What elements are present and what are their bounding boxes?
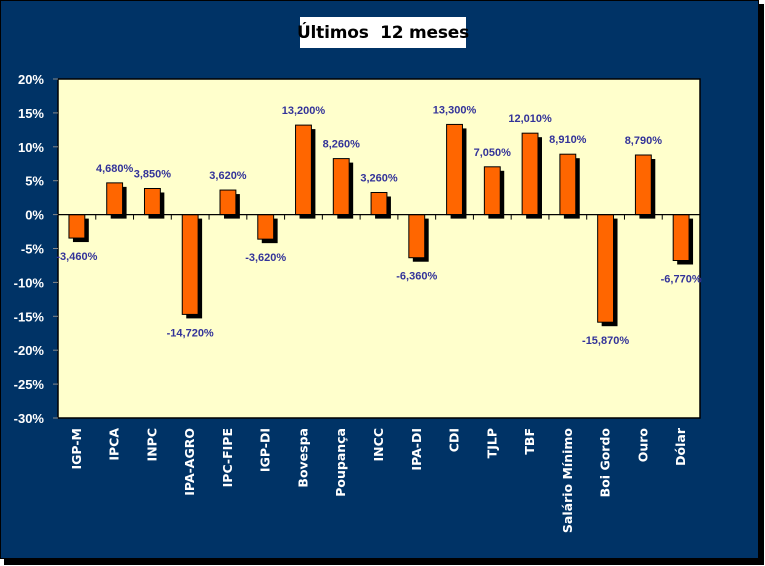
y-tick-label: 15%	[18, 106, 44, 121]
y-tick-label: -15%	[14, 309, 45, 324]
y-tick-label: 10%	[18, 140, 44, 155]
x-category-label: INPC	[144, 428, 159, 461]
y-tick-label: 0%	[25, 208, 44, 223]
frame-shadow-bottom	[4, 559, 764, 565]
y-tick-label: -20%	[14, 343, 45, 358]
y-tick-label: 5%	[25, 174, 44, 189]
x-category-label: Boi Gordo	[598, 428, 613, 498]
x-category-label: IGP-M	[69, 428, 84, 469]
bar-ipc-fipe	[219, 189, 237, 216]
chart-title-box: Últimos 12 meses	[296, 17, 470, 48]
x-category-label: Poupança	[333, 428, 348, 497]
x-category-label: IPCA	[107, 428, 122, 461]
bar-inpc	[143, 187, 161, 216]
bar-cdi	[446, 123, 463, 216]
y-tick-label: -25%	[14, 377, 45, 392]
bar-tjlp	[483, 166, 501, 216]
data-label: -6,770%	[661, 274, 702, 286]
data-label: -3,620%	[245, 252, 286, 264]
data-label: 13,300%	[433, 104, 477, 116]
bar-ipa-agro	[181, 214, 199, 315]
x-category-label: Salário Mínimo	[560, 428, 575, 533]
bar-boi-gordo	[597, 214, 615, 323]
data-label: 3,620%	[209, 170, 247, 182]
bar-bovespa	[295, 124, 312, 216]
x-category-label: IPA-DI	[409, 428, 424, 471]
data-label: -14,720%	[167, 327, 214, 339]
plot-area	[57, 78, 701, 419]
data-label: -3,460%	[56, 251, 97, 263]
x-category-label: IGP-DI	[258, 428, 273, 472]
data-label: -15,870%	[582, 335, 629, 347]
data-label: 7,050%	[474, 147, 512, 159]
y-tick-label: -30%	[14, 411, 45, 426]
y-axis: 20% 15% 10% 5% 0% -5% -10% -15% -20% -25% -30%	[14, 72, 58, 426]
bar-sal-rio-m-nimo	[559, 153, 577, 216]
data-labels: -3,460% 4,680% 3,850% -14,720% 3,620% -3,620%…	[56, 104, 701, 347]
data-label: 8,260%	[323, 139, 361, 151]
bar-igp-m	[68, 214, 86, 239]
data-label: 13,200%	[282, 105, 326, 117]
data-label: 3,850%	[134, 168, 172, 180]
x-axis-categories: IGP-M IPCA INPC IPA-AGRO IPC-FIPE IGP-DI Boves…	[69, 427, 688, 533]
y-tick-label: -10%	[14, 275, 45, 290]
bar-incc	[370, 191, 388, 216]
bar-d-lar	[672, 214, 690, 262]
bar-tbf	[521, 132, 539, 216]
x-category-label: CDI	[447, 428, 462, 452]
x-axis	[57, 214, 701, 220]
data-label: 8,790%	[625, 135, 663, 147]
data-label: 8,910%	[549, 134, 587, 146]
bar-ipca	[106, 182, 124, 216]
frame-shadow-right	[759, 4, 764, 565]
x-category-label: Ouro	[635, 428, 650, 463]
bar-ouro	[634, 154, 652, 216]
x-category-label: IPC-FIPE	[220, 428, 235, 487]
chart-title: Últimos 12 meses	[296, 22, 470, 43]
x-category-label: INCC	[371, 428, 386, 461]
y-tick-label: 20%	[18, 72, 44, 87]
x-category-label: TJLP	[484, 428, 499, 458]
data-label: 12,010%	[508, 113, 552, 125]
x-category-label: IPA-AGRO	[182, 428, 197, 496]
bar-igp-di	[257, 214, 275, 240]
y-tick-label: -5%	[21, 242, 45, 257]
x-category-label: Dólar	[673, 427, 688, 466]
x-category-label: Bovespa	[295, 428, 310, 488]
data-label: -6,360%	[396, 271, 437, 283]
x-category-label: TBF	[522, 428, 537, 455]
data-label: 3,260%	[360, 172, 398, 184]
bar-ipa-di	[408, 214, 426, 259]
data-label: 4,680%	[96, 163, 134, 175]
bar-poupan-a	[332, 158, 350, 216]
